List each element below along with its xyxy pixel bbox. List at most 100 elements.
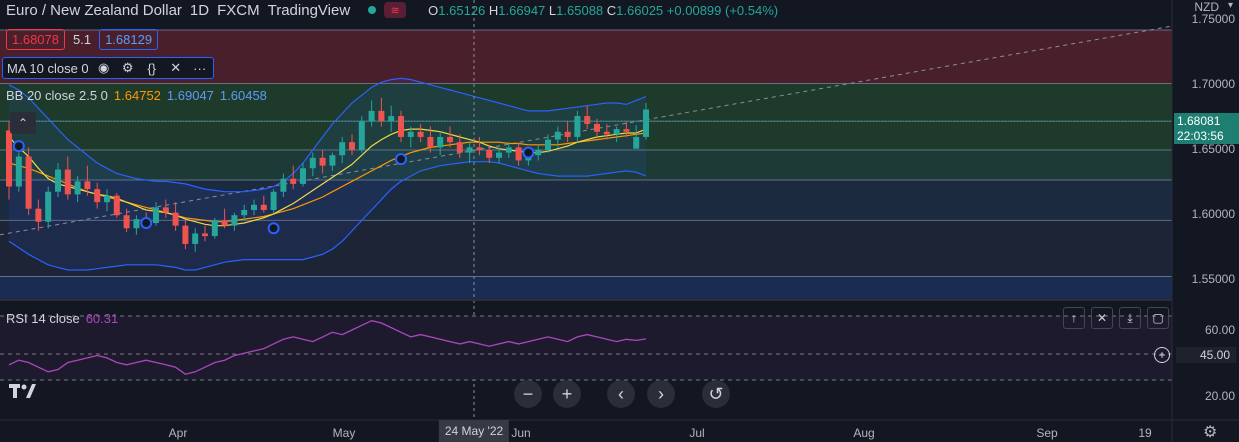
rsi-legend[interactable]: RSI 14 close 60.31	[6, 311, 118, 326]
candle-43[interactable]	[427, 126, 434, 153]
candle-46[interactable]	[456, 134, 463, 158]
candle-40[interactable]	[398, 110, 404, 143]
bb-value-1: 1.64752	[113, 88, 161, 103]
candle-0[interactable]	[6, 121, 12, 200]
collapse-legend-button[interactable]: ⌃	[10, 112, 36, 134]
candle-41[interactable]	[407, 126, 414, 148]
candle-5[interactable]	[55, 163, 61, 197]
candle-32[interactable]	[319, 150, 326, 174]
candle-30[interactable]	[300, 163, 306, 187]
candle-10[interactable]	[104, 189, 110, 212]
candle-34[interactable]	[339, 136, 346, 164]
candle-23[interactable]	[231, 212, 238, 231]
candle-55[interactable]	[545, 134, 551, 153]
candle-49[interactable]	[486, 144, 493, 164]
candle-13[interactable]	[133, 215, 140, 235]
candle-60[interactable]	[594, 118, 600, 137]
candle-64[interactable]	[633, 125, 640, 149]
time-tick-5: Sep	[1036, 426, 1058, 440]
tradingview-logo-icon[interactable]	[8, 378, 38, 404]
close-pane-icon[interactable]: ✕	[1091, 307, 1113, 329]
source-code-icon[interactable]: {}	[147, 60, 156, 76]
candle-4[interactable]	[45, 186, 52, 229]
candle-52[interactable]	[515, 142, 522, 166]
zoom-out-button[interactable]: −	[514, 380, 542, 408]
candle-18[interactable]	[182, 220, 189, 250]
candle-37[interactable]	[368, 100, 375, 127]
candle-45[interactable]	[447, 126, 453, 148]
candle-56[interactable]	[554, 126, 561, 148]
candle-31[interactable]	[309, 152, 316, 177]
scroll-right-button[interactable]: ›	[647, 380, 675, 408]
scroll-left-button[interactable]: ‹	[607, 380, 635, 408]
candle-38[interactable]	[378, 97, 385, 127]
candle-11[interactable]	[113, 193, 120, 218]
candle-28[interactable]	[280, 173, 287, 197]
candle-12[interactable]	[123, 208, 130, 233]
candle-16[interactable]	[162, 199, 169, 218]
candle-20[interactable]	[202, 225, 208, 242]
candle-47[interactable]	[466, 142, 473, 164]
candle-29[interactable]	[290, 165, 297, 190]
reset-chart-button[interactable]: ↺	[702, 380, 730, 408]
settings-gear-icon[interactable]: ⚙	[1203, 424, 1218, 441]
candle-61[interactable]	[603, 123, 610, 140]
candle-42[interactable]	[417, 123, 424, 143]
candle-27[interactable]	[270, 189, 277, 213]
ma-legend[interactable]: MA 10 close 0 ◉ ⚙ {} ✕ ···	[2, 57, 214, 79]
close-icon[interactable]: ✕	[170, 60, 182, 75]
maximize-pane-icon[interactable]: ▢	[1147, 307, 1169, 329]
spread-value: 5.1	[73, 31, 92, 47]
candle-15[interactable]	[153, 202, 159, 226]
symbol-title[interactable]: Euro / New Zealand Dollar	[6, 1, 182, 19]
chevron-down-icon[interactable]: ▾	[1227, 0, 1233, 11]
buy-price-button[interactable]: 1.68129	[99, 28, 159, 50]
collapse-pane-icon[interactable]: ⤓	[1119, 307, 1141, 329]
candle-33[interactable]	[329, 152, 336, 171]
zoom-in-button[interactable]: +	[553, 380, 581, 408]
replay-icon[interactable]: ≋	[384, 2, 407, 18]
cross-marker-1	[140, 217, 153, 230]
current-price-label: 1.68081	[1174, 113, 1239, 129]
more-icon[interactable]: ···	[193, 60, 207, 76]
candle-54[interactable]	[535, 144, 542, 161]
candle-22[interactable]	[221, 208, 228, 229]
candle-7[interactable]	[74, 176, 81, 203]
candle-48[interactable]	[476, 136, 483, 156]
candle-36[interactable]	[358, 116, 365, 153]
candle-44[interactable]	[437, 131, 444, 156]
candle-25[interactable]	[251, 199, 257, 216]
candle-58[interactable]	[574, 110, 581, 143]
candle-19[interactable]	[192, 228, 199, 252]
candle-2[interactable]	[25, 147, 32, 216]
candles	[6, 97, 649, 252]
rsi-tick-45: 45.00	[1199, 348, 1230, 362]
candle-63[interactable]	[623, 121, 630, 137]
add-level-icon[interactable]: +	[1154, 347, 1170, 363]
candle-21[interactable]	[211, 217, 218, 239]
interval-label[interactable]: 1D	[189, 1, 210, 19]
candle-8[interactable]	[84, 165, 91, 196]
candle-9[interactable]	[94, 182, 101, 209]
candle-65[interactable]	[643, 103, 649, 140]
candle-17[interactable]	[172, 202, 179, 231]
candle-6[interactable]	[64, 156, 71, 200]
sell-price-button[interactable]: 1.68078	[6, 28, 65, 50]
gear-icon[interactable]: ⚙	[121, 60, 134, 75]
candle-1[interactable]	[15, 152, 22, 192]
bb-legend[interactable]: BB 20 close 2.5 0 1.64752 1.69047 1.6045…	[6, 88, 267, 103]
candle-39[interactable]	[388, 105, 395, 132]
eye-icon[interactable]: ◉	[97, 60, 110, 75]
candle-26[interactable]	[260, 195, 267, 213]
candle-51[interactable]	[505, 142, 512, 158]
currency-label[interactable]: NZD	[1194, 0, 1219, 14]
candle-35[interactable]	[349, 134, 355, 156]
candle-57[interactable]	[564, 121, 571, 143]
move-up-icon[interactable]: ↑	[1063, 307, 1085, 329]
candle-62[interactable]	[613, 126, 620, 143]
candle-24[interactable]	[241, 204, 248, 221]
candle-59[interactable]	[584, 105, 591, 130]
candle-50[interactable]	[496, 147, 502, 164]
candle-3[interactable]	[35, 199, 42, 231]
